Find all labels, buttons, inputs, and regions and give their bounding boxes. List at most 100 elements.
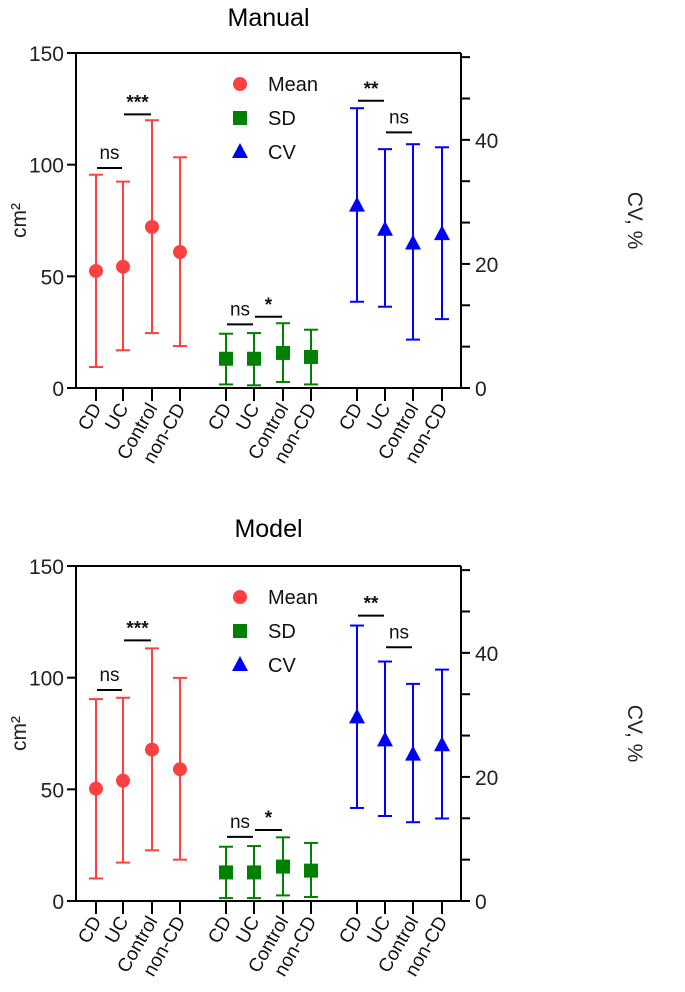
point-cv-cd — [349, 107, 365, 303]
data-marker — [116, 259, 130, 274]
data-marker — [247, 351, 261, 366]
point-sd-cd — [219, 332, 233, 386]
data-marker — [219, 865, 233, 880]
significance-label: ns — [99, 143, 119, 164]
right-tick-label: 20 — [475, 767, 498, 790]
data-marker — [377, 220, 393, 236]
significance-label: ns — [230, 812, 250, 833]
point-mean-uc — [116, 180, 130, 352]
point-sd-control — [276, 322, 290, 383]
data-marker — [349, 708, 365, 724]
data-marker — [145, 219, 159, 234]
x-tick-label: CD — [74, 400, 106, 434]
left-tick-label: 100 — [29, 668, 64, 691]
data-marker — [89, 781, 103, 796]
data-marker — [304, 349, 318, 364]
legend-marker-mean — [233, 590, 247, 604]
data-marker — [116, 773, 130, 788]
left-tick-label: 0 — [52, 378, 64, 401]
data-marker — [349, 196, 365, 212]
data-marker — [377, 731, 393, 747]
data-marker — [173, 762, 187, 777]
data-marker — [276, 859, 290, 874]
data-marker — [405, 234, 421, 250]
legend-label-sd: SD — [268, 621, 296, 643]
left-tick-label: 50 — [41, 779, 64, 802]
chart-title: Manual — [228, 4, 310, 32]
point-mean-non-cd — [173, 676, 187, 861]
legend-marker-sd — [233, 111, 247, 125]
left-tick-label: 0 — [52, 891, 64, 914]
point-cv-cd — [349, 624, 365, 809]
legend-label-mean: Mean — [268, 74, 318, 96]
significance-label: ns — [99, 665, 119, 686]
y-axis-label: cm² — [8, 716, 31, 751]
significance-label: *** — [126, 92, 149, 113]
legend-label-mean: Mean — [268, 587, 318, 609]
significance-label: ns — [389, 622, 409, 643]
significance-label: *** — [126, 618, 149, 639]
data-marker — [219, 351, 233, 366]
left-tick-label: 150 — [29, 556, 64, 579]
left-tick-label: 50 — [41, 266, 64, 289]
legend-marker-cv — [232, 656, 248, 671]
point-mean-uc — [116, 696, 130, 864]
data-marker — [145, 742, 159, 757]
right-tick-label: 0 — [475, 891, 487, 914]
significance-label: ns — [230, 299, 250, 320]
legend-label-cv: CV — [268, 142, 296, 164]
point-mean-cd — [89, 698, 103, 880]
x-tick-label: CD — [204, 400, 236, 434]
y-axis-label-right: CV, % — [623, 705, 646, 763]
data-marker — [276, 345, 290, 360]
y-axis-label-right: CV, % — [623, 192, 646, 250]
right-tick-label: 0 — [475, 378, 487, 401]
left-tick-label: 100 — [29, 155, 64, 178]
point-mean-control — [145, 119, 159, 335]
point-mean-non-cd — [173, 156, 187, 348]
data-marker — [304, 863, 318, 878]
data-marker — [247, 865, 261, 880]
point-mean-cd — [89, 173, 103, 369]
legend-marker-sd — [233, 624, 247, 638]
right-tick-label: 40 — [475, 130, 498, 153]
significance-label: ** — [364, 594, 379, 615]
point-sd-non-cd — [304, 841, 318, 898]
data-marker — [405, 745, 421, 761]
point-cv-uc — [377, 660, 393, 818]
point-cv-non-cd — [434, 668, 450, 820]
data-marker — [173, 244, 187, 259]
point-cv-control — [405, 682, 421, 824]
point-cv-control — [405, 143, 421, 341]
significance-label: ** — [364, 79, 379, 100]
x-tick-label: CD — [204, 913, 236, 947]
point-cv-uc — [377, 148, 393, 308]
significance-label: ns — [389, 107, 409, 128]
data-marker — [89, 263, 103, 278]
x-tick-label: CD — [335, 400, 367, 434]
point-sd-cd — [219, 845, 233, 900]
x-tick-label: CD — [74, 913, 106, 947]
data-marker — [434, 736, 450, 752]
chart-title: Model — [234, 515, 302, 543]
legend-label-cv: CV — [268, 655, 296, 677]
right-tick-label: 20 — [475, 254, 498, 277]
point-sd-uc — [247, 845, 261, 900]
point-mean-control — [145, 647, 159, 852]
data-marker — [434, 225, 450, 241]
legend-label-sd: SD — [268, 108, 296, 130]
left-tick-label: 150 — [29, 43, 64, 66]
significance-label: * — [265, 808, 273, 829]
significance-label: * — [265, 295, 273, 316]
point-sd-uc — [247, 332, 261, 387]
point-cv-non-cd — [434, 146, 450, 321]
legend-marker-mean — [233, 77, 247, 91]
right-tick-label: 40 — [475, 643, 498, 666]
legend-marker-cv — [232, 143, 248, 158]
point-sd-non-cd — [304, 328, 318, 386]
y-axis-label: cm² — [8, 203, 31, 238]
point-sd-control — [276, 836, 290, 897]
